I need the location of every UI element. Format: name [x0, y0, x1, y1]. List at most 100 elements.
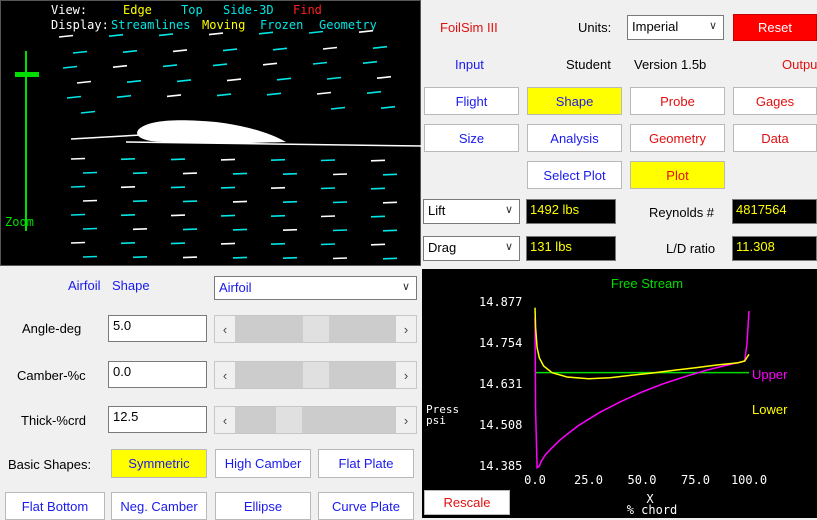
streamline-dash [132, 200, 148, 203]
tab-data[interactable]: Data [733, 124, 817, 152]
streamline-dash [262, 62, 278, 66]
units-label: Units: [578, 20, 612, 35]
streamline-dash [170, 242, 186, 245]
flat-bottom-button[interactable]: Flat Bottom [5, 492, 105, 520]
streamline-dash [70, 241, 86, 244]
x-tick-label: 50.0 [628, 473, 657, 487]
streamline-dash [220, 242, 236, 245]
slider-left-arrow-icon[interactable]: ‹ [215, 362, 235, 388]
streamline-dash [232, 228, 248, 231]
streamline-dash [282, 200, 298, 203]
curve-plate-button[interactable]: Curve Plate [318, 492, 414, 520]
streamline-dash [176, 79, 192, 83]
streamline-dash [232, 200, 248, 203]
streamline-dash [76, 80, 92, 84]
tab-gages[interactable]: Gages [733, 87, 817, 115]
upper-surface-line [534, 310, 750, 470]
lift-select[interactable]: Lift ∨ [423, 199, 520, 224]
streamline-dash [270, 214, 286, 217]
thick-input[interactable]: 12.5 [108, 406, 207, 433]
y-axis-label-line2: psi [426, 414, 446, 427]
tab-analysis[interactable]: Analysis [527, 124, 622, 152]
x-axis-label-line1: X [646, 492, 654, 506]
ellipse-button[interactable]: Ellipse [215, 492, 311, 520]
symmetric-button[interactable]: Symmetric [111, 449, 207, 478]
streamline-dash [270, 158, 286, 161]
shape-select[interactable]: Airfoil ∨ [214, 276, 417, 300]
view-find-button[interactable]: Find [293, 3, 322, 17]
x-tick-label: 0.0 [524, 473, 546, 487]
units-select[interactable]: Imperial ∨ [627, 15, 724, 40]
camber-input[interactable]: 0.0 [108, 361, 207, 388]
flat-plate-button[interactable]: Flat Plate [318, 449, 414, 478]
streamline-dash [116, 94, 132, 98]
y-tick-label: 14.877 [479, 295, 522, 309]
select-plot-button[interactable]: Select Plot [527, 161, 622, 189]
slider-right-arrow-icon[interactable]: › [396, 362, 416, 388]
streamline-dash [282, 256, 298, 259]
streamline-dash [120, 242, 136, 245]
streamline-dash [182, 172, 198, 175]
y-tick-label: 14.508 [479, 418, 522, 432]
slider-right-arrow-icon[interactable]: › [396, 407, 416, 433]
reynolds-output: 4817564 [732, 199, 817, 224]
streamline-dash [170, 158, 186, 161]
chevron-down-icon: ∨ [504, 241, 513, 253]
pressure-plot-panel: 14.877 14.754 14.631 14.508 14.385 0.0 25.0 50.… [422, 269, 817, 518]
streamline-dash [132, 256, 148, 259]
tab-probe[interactable]: Probe [630, 87, 725, 115]
high-camber-button[interactable]: High Camber [215, 449, 311, 478]
tab-shape[interactable]: Shape [527, 87, 622, 115]
drag-select[interactable]: Drag ∨ [423, 236, 520, 261]
streamline-dash [276, 77, 292, 81]
plot-button[interactable]: Plot [630, 161, 725, 189]
camber-slider[interactable]: ‹ › [214, 361, 417, 389]
rescale-button[interactable]: Rescale [424, 490, 510, 515]
view-edge-button[interactable]: Edge [123, 3, 152, 17]
display-moving-button[interactable]: Moving [202, 18, 246, 32]
display-frozen-button[interactable]: Frozen [260, 18, 304, 32]
tab-flight[interactable]: Flight [424, 87, 519, 115]
angle-slider-thumb[interactable] [302, 316, 329, 342]
tab-size[interactable]: Size [424, 124, 519, 152]
thick-slider-thumb[interactable] [275, 407, 302, 433]
streamline-dash [382, 201, 398, 204]
slider-right-arrow-icon[interactable]: › [396, 316, 416, 342]
streamline-dash [312, 61, 328, 65]
streamline-dash [66, 95, 82, 99]
streamline-dash [62, 65, 78, 69]
streamline-dash [382, 229, 398, 232]
tab-geometry[interactable]: Geometry [630, 124, 725, 152]
view-side3d-button[interactable]: Side-3D [223, 3, 274, 17]
reset-button[interactable]: Reset [733, 14, 817, 41]
streamline-dash [372, 45, 388, 49]
airfoil-label: Airfoil [68, 278, 101, 293]
angle-input[interactable]: 5.0 [108, 315, 207, 342]
streamline-dash [82, 227, 98, 230]
display-streamlines-button[interactable]: Streamlines [111, 18, 191, 32]
camber-slider-thumb[interactable] [302, 362, 329, 388]
streamline-dash [220, 214, 236, 217]
streamline-dash [108, 33, 124, 37]
angle-slider[interactable]: ‹ › [214, 315, 417, 343]
display-geometry-button[interactable]: Geometry [319, 18, 377, 32]
airfoil-view-panel[interactable]: View: Edge Top Side-3D Find Display: Str… [0, 0, 422, 266]
chevron-down-icon: ∨ [504, 204, 513, 216]
lower-surface-line [534, 307, 750, 380]
thick-slider[interactable]: ‹ › [214, 406, 417, 434]
zoom-thumb [15, 72, 39, 77]
y-tick-label: 14.754 [479, 336, 522, 350]
neg-camber-button[interactable]: Neg. Camber [111, 492, 207, 520]
ld-ratio-output: 11.308 [732, 236, 817, 261]
slider-left-arrow-icon[interactable]: ‹ [215, 407, 235, 433]
streamline-dash [80, 110, 96, 114]
streamline-dash [272, 47, 288, 51]
streamline-dash [166, 94, 182, 98]
streamline-dash [382, 173, 398, 176]
slider-left-arrow-icon[interactable]: ‹ [215, 316, 235, 342]
streamline-dash [362, 60, 378, 64]
view-top-button[interactable]: Top [181, 3, 203, 17]
app-title: FoilSim III [440, 20, 498, 35]
streamline-dash [320, 187, 336, 190]
streamline-dash [380, 105, 396, 109]
